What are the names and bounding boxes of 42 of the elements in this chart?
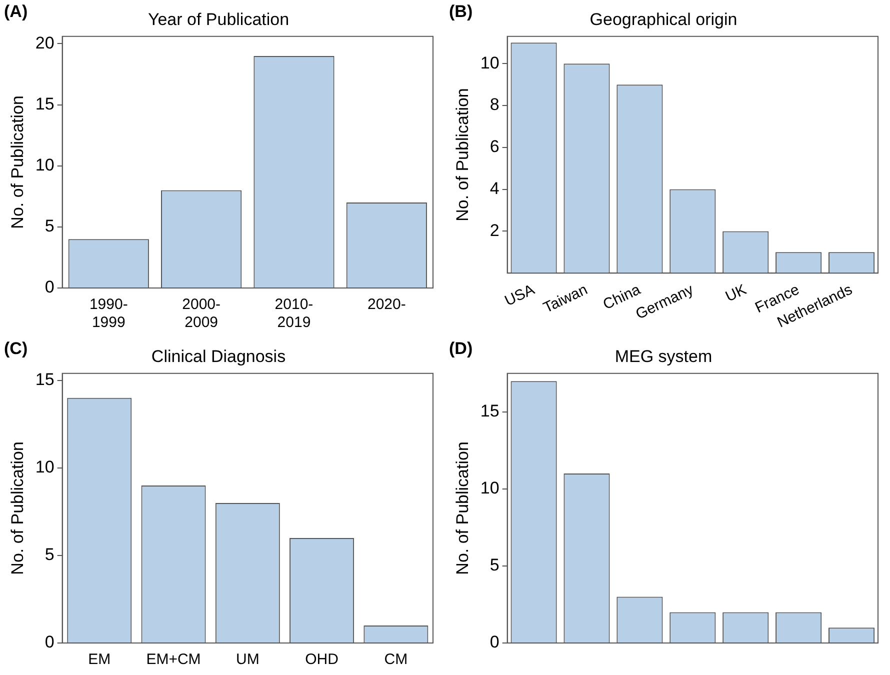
y-tick-label: 15 xyxy=(480,402,500,421)
y-tick-label: 5 xyxy=(490,556,500,575)
y-tick-label: 5 xyxy=(44,216,54,236)
y-tick-label: 10 xyxy=(480,53,500,72)
y-tick-label: 0 xyxy=(44,278,54,297)
text: (D) xyxy=(449,339,473,358)
x-tick-label: 2010-2019 xyxy=(274,296,314,332)
y-tick-label: 20 xyxy=(35,33,54,52)
y-tick-label: 0 xyxy=(44,632,54,652)
y-tick-label: 0 xyxy=(490,632,500,652)
text: (B) xyxy=(449,2,473,22)
x-tick-label: EM+CM xyxy=(146,651,201,668)
y-axis-title: No. of Publication xyxy=(452,88,472,222)
y-axis-title: No. of Publication xyxy=(8,442,27,575)
chart-title: MEG system xyxy=(614,346,712,366)
y-axis-title: No. of Publication xyxy=(8,96,27,229)
x-tick-label: Taiwan xyxy=(540,281,590,317)
chart-title: Geographical origin xyxy=(590,10,738,29)
x-tick-label: 1990-1999 xyxy=(89,296,128,332)
x-tick-label: EM xyxy=(88,651,111,668)
chart-title: Year of Publication xyxy=(148,10,290,29)
x-tick-label: UK xyxy=(722,281,750,306)
x-tick-label: OHD xyxy=(305,651,339,668)
y-axis-title: No. of Publication xyxy=(452,442,472,575)
x-tick-label: CM xyxy=(384,651,408,668)
y-tick-label: 5 xyxy=(44,545,54,564)
x-tick-label: 2020- xyxy=(367,296,406,314)
y-tick-label: 15 xyxy=(35,370,54,390)
y-tick-label: 2 xyxy=(490,220,500,240)
y-tick-label: 10 xyxy=(35,458,54,477)
x-tick-label: 2000-2009 xyxy=(182,296,221,332)
y-tick-label: 10 xyxy=(480,478,500,498)
y-tick-label: 8 xyxy=(490,95,500,114)
y-tick-label: 10 xyxy=(35,156,54,175)
chart-title: Clinical Diagnosis xyxy=(151,346,286,366)
text: (C) xyxy=(4,339,28,358)
text: (A) xyxy=(4,2,28,22)
x-tick-label: UM xyxy=(236,651,260,668)
x-tick-label: USA xyxy=(502,281,538,310)
y-tick-label: 6 xyxy=(490,137,500,156)
y-tick-label: 15 xyxy=(35,94,54,114)
y-tick-label: 4 xyxy=(490,178,500,198)
